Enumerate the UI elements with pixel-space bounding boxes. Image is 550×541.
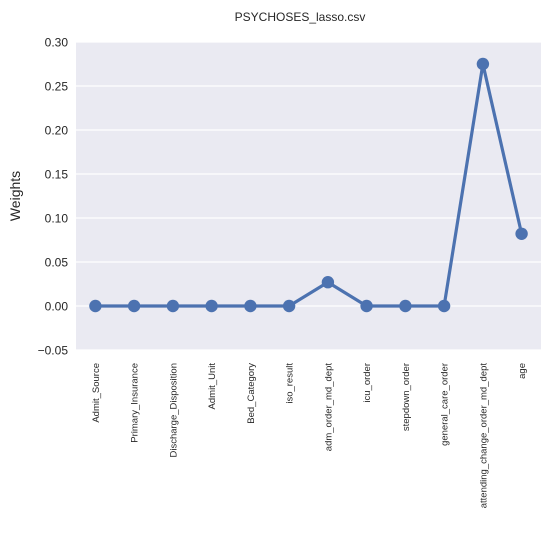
plot-area [76,42,541,350]
y-tick-label: 0.20 [45,124,69,138]
data-point [437,299,451,313]
x-tick-label: adm_order_md_dept [323,363,334,452]
x-tick-labels: Admit_Source Primary_Insurance Discharge_D… [91,363,528,509]
data-point [360,299,373,313]
data-point [205,299,218,313]
data-point [321,276,335,289]
y-tick-label: 0.05 [45,256,69,270]
y-axis-label: Weights [7,171,23,221]
x-tick-label: iso_result [285,363,296,404]
y-tick-label: 0.30 [45,36,69,50]
data-point [399,299,412,313]
x-tick-label: Primary_Insurance [130,363,141,443]
y-tick-labels: −0.05 0.00 0.05 0.10 0.15 0.20 0.25 0.30 [38,36,69,358]
x-tick-label: icu_order [362,363,373,403]
y-tick-label: 0.25 [45,80,69,94]
data-point [244,299,257,313]
y-tick-label: −0.05 [38,344,69,358]
data-point [282,299,296,313]
y-tick-label: 0.15 [45,168,69,182]
chart-title: PSYCHOSES_lasso.csv [235,10,366,24]
y-tick-label: 0.00 [45,300,69,314]
series-weights [89,57,528,313]
x-tick-label: Discharge_Disposition [168,363,179,458]
data-point [89,299,102,313]
x-tick-label: general_care_order [440,363,451,446]
x-tick-label: attending_change_order_md_dept [478,363,489,509]
y-tick-label: 0.10 [45,212,69,226]
data-point [515,227,528,240]
x-tick-label: Admit_Source [91,363,102,423]
data-point [476,57,490,71]
x-tick-label: Bed_Category [246,363,257,424]
series-line [93,62,524,308]
data-point [166,299,180,313]
x-tick-label: stepdown_order [401,363,412,431]
x-tick-label: Admit_Unit [207,363,218,410]
x-tick-label: age [517,363,528,379]
data-point [127,299,141,313]
